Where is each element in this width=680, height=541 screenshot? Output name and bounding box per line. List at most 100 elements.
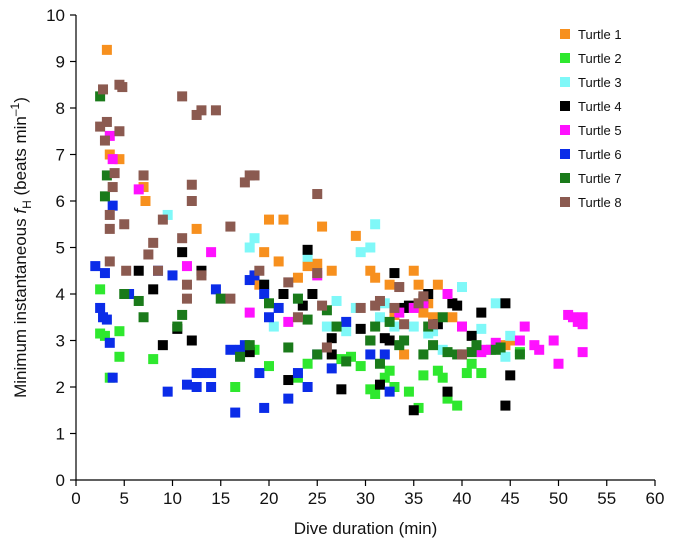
data-point [355,323,366,334]
legend-swatch [560,53,570,63]
data-point [466,358,477,369]
data-point [374,295,385,306]
data-point [104,209,115,220]
legend-label: Turtle 6 [578,147,622,162]
data-point [312,189,323,200]
data-point [399,319,410,330]
data-point [264,361,274,372]
data-point [153,265,164,276]
data-point [302,261,313,272]
legend-swatch [560,29,570,39]
data-point [418,370,429,381]
data-point [186,179,197,190]
data-point [244,340,255,351]
data-point [99,330,110,341]
data-point [548,335,559,346]
data-point [370,388,381,399]
data-point [418,307,429,318]
data-point [283,342,294,353]
data-point [350,230,361,241]
data-point [452,300,463,311]
data-point [206,368,217,379]
data-point [442,289,453,299]
y-axis-title: Minimum instantaneous fH (beats min–1) [8,97,34,398]
data-point [95,284,106,295]
data-point [466,330,477,341]
data-point [99,268,110,279]
y-tick-label: 2 [56,378,65,397]
data-point [107,182,118,193]
data-point [365,335,376,346]
data-point [326,349,337,360]
data-point [302,244,313,255]
legend-swatch [560,149,570,159]
data-point [259,247,270,258]
data-point [466,347,477,358]
data-point [384,365,395,376]
data-point [355,302,366,313]
x-tick-label: 40 [453,489,472,508]
data-point [196,368,207,379]
data-point [148,354,159,365]
x-tick-label: 50 [549,489,568,508]
data-point [114,326,125,337]
data-point [428,312,439,323]
data-point [389,268,400,279]
x-tick-label: 60 [646,489,665,508]
data-point [101,44,112,55]
data-point [140,196,151,206]
data-point [432,365,443,376]
data-point [553,358,564,369]
data-point [297,300,308,311]
data-point [312,349,323,360]
data-point [143,249,154,260]
y-tick-label: 3 [56,332,65,351]
data-point [437,372,448,383]
data-point [457,349,467,360]
series-1 [101,44,521,360]
data-point [500,351,511,362]
data-point [210,284,221,295]
data-point [355,247,366,258]
data-point [365,242,376,253]
y-tick-label: 6 [56,192,65,211]
data-point [336,384,347,395]
y-axis-title-prefix: Minimum instantaneous [11,214,30,398]
y-tick-label: 9 [56,53,65,72]
data-point [418,349,429,360]
data-point [374,312,385,323]
y-tick-label: 5 [56,239,65,258]
x-tick-label: 55 [597,489,616,508]
data-point [133,265,144,276]
data-point [283,393,294,404]
legend-label: Turtle 5 [578,123,622,138]
legend-swatch [560,125,570,135]
y-tick-label: 1 [56,425,65,444]
legend-label: Turtle 1 [578,27,622,42]
x-tick-label: 10 [163,489,182,508]
data-point [399,335,410,346]
data-point [534,344,545,355]
y-axis-title-close: ) [11,97,30,103]
data-point [177,233,188,244]
data-point [225,344,236,355]
data-point [95,91,106,102]
legend-swatch [560,101,570,111]
y-tick-label: 8 [56,99,65,118]
data-point [514,349,525,360]
data-point [481,344,492,355]
data-points [90,44,588,418]
data-point [413,298,424,309]
data-point [283,316,294,327]
data-point [341,326,352,337]
x-tick-label: 30 [356,489,375,508]
legend-label: Turtle 8 [578,195,622,210]
data-point [331,295,342,306]
data-point [162,386,173,397]
data-point [457,282,467,293]
data-point [225,293,236,304]
data-point [259,289,270,299]
data-point [119,289,130,299]
